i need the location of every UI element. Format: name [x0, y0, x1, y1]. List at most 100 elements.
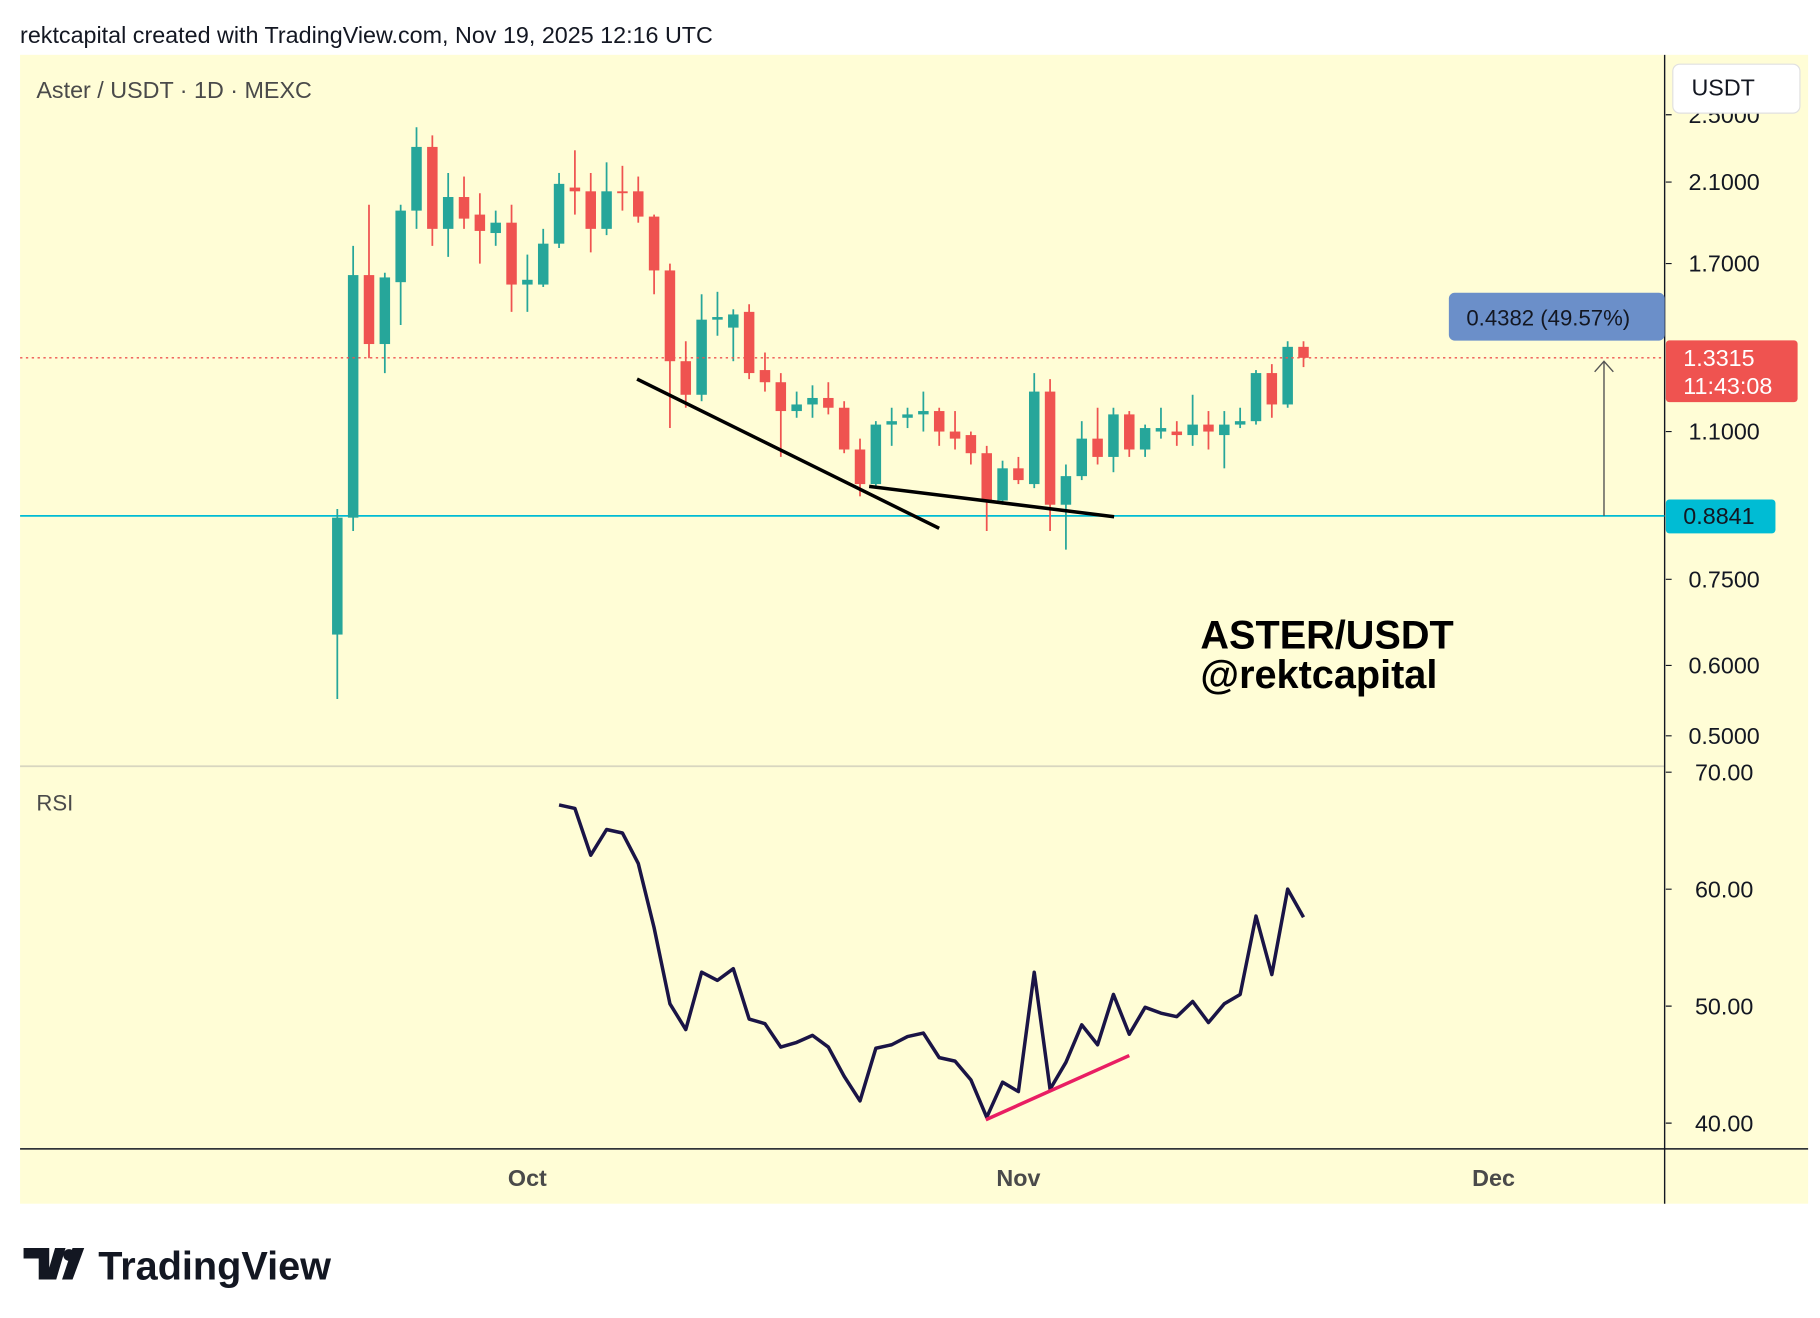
candle-body — [1187, 424, 1198, 436]
candle-body — [838, 407, 850, 450]
y-tick-label: 70.00 — [1695, 759, 1753, 785]
candle-body — [1155, 428, 1167, 432]
y-tick-label: 1.7000 — [1688, 251, 1759, 277]
candle-body — [886, 421, 897, 425]
logo-icon — [62, 1248, 85, 1280]
candle-body — [680, 361, 692, 395]
watermark: @rektcapital — [1200, 653, 1437, 697]
candle-body — [1219, 424, 1230, 436]
candle-body — [1092, 438, 1103, 457]
candle-body — [1171, 431, 1183, 436]
y-tick-label: 2.1000 — [1688, 169, 1759, 195]
candle-body — [395, 210, 406, 283]
candle-body — [1013, 468, 1024, 481]
candle-body — [1139, 428, 1151, 450]
candle-body — [918, 411, 929, 415]
symbol-title: Aster / USDT · 1D · MEXC — [36, 77, 311, 103]
header: rektcapital created with TradingView.com… — [20, 22, 713, 48]
candle-body — [506, 222, 517, 285]
candle-body — [949, 431, 961, 439]
candle-body — [696, 319, 707, 395]
currency-button[interactable] — [1672, 63, 1801, 114]
candle-body — [347, 275, 359, 518]
brand: TradingView — [98, 1245, 331, 1289]
candle-body — [363, 275, 375, 345]
x-tick-label: Oct — [508, 1165, 547, 1191]
candle-body — [1234, 421, 1246, 425]
measure-box — [1448, 292, 1665, 341]
candle-body — [474, 214, 486, 231]
tradingview-logo: TradingView — [23, 1245, 331, 1289]
last-price-label: 1.3315 — [1683, 345, 1754, 371]
candle-body — [1266, 373, 1278, 405]
support-label: 0.8841 — [1683, 503, 1754, 529]
candle-body — [997, 468, 1008, 501]
time-axis: Oct Nov Dec — [508, 1165, 1515, 1191]
candle-body — [411, 146, 422, 211]
candle-body — [553, 183, 565, 244]
x-tick-label: Dec — [1472, 1165, 1515, 1191]
candle-body — [537, 243, 549, 285]
y-tick-label: 60.00 — [1695, 876, 1753, 902]
rsi-line — [558, 803, 1306, 1120]
drawings — [636, 377, 1130, 1122]
candle-body — [601, 191, 612, 229]
candle-body — [1203, 424, 1214, 432]
currency-label: USDT — [1691, 75, 1754, 101]
candle-body — [759, 370, 771, 383]
candle-body — [522, 279, 533, 285]
logo-icon — [23, 1248, 66, 1280]
measure-arrowhead — [1594, 360, 1614, 373]
candle-body — [712, 317, 723, 320]
chart-background — [20, 54, 1809, 1204]
candle-body — [569, 187, 581, 192]
candle-body — [1028, 391, 1040, 485]
candle-body — [775, 382, 787, 412]
candle-body — [1282, 346, 1293, 405]
candle-body — [791, 404, 802, 412]
candle-body — [1076, 438, 1088, 477]
candle-body — [854, 449, 866, 485]
y-tick-label: 0.5000 — [1688, 723, 1759, 749]
candle-body — [332, 517, 343, 635]
candle-body — [1250, 373, 1262, 422]
rsi-title: RSI — [36, 791, 73, 816]
candle-body — [379, 277, 391, 345]
y-tick-label: 40.00 — [1695, 1110, 1753, 1136]
candle-body — [870, 424, 882, 485]
candle-body — [728, 314, 739, 328]
y-tick-label: 0.6000 — [1688, 653, 1759, 679]
candle-body — [823, 397, 834, 408]
candle-body — [664, 270, 676, 362]
y-tick-label: 1.1000 — [1688, 419, 1759, 445]
candle-body — [902, 414, 913, 418]
x-tick-label: Nov — [996, 1165, 1040, 1191]
candle-body — [617, 191, 628, 194]
rsi-pane — [558, 803, 1306, 1120]
candle-body — [442, 197, 454, 229]
candle-body — [1060, 476, 1072, 505]
candle-body — [427, 146, 438, 229]
trendline — [636, 377, 940, 530]
trendline — [868, 484, 1115, 519]
candle-body — [743, 311, 755, 374]
overlay: Aster / USDT · 1D · MEXC RSI ASTER/USDT … — [23, 63, 1801, 1289]
candle-body — [585, 191, 596, 229]
rsi-trendline — [985, 1053, 1130, 1122]
measure-label: 0.4382 (49.57%) — [1466, 305, 1630, 330]
candle-body — [965, 435, 977, 454]
candle-body — [981, 453, 992, 501]
candle-body — [933, 411, 945, 432]
y-tick-label: 0.7500 — [1688, 567, 1759, 593]
candle-body — [807, 397, 818, 405]
candle-body — [633, 191, 644, 217]
candle-body — [1298, 346, 1309, 358]
candle-body — [1124, 414, 1135, 450]
candle-body — [1044, 391, 1056, 505]
price-axis: 0.50000.60000.75001.10001.70002.10002.50… — [1665, 102, 1760, 1136]
countdown: 11:43:08 — [1683, 373, 1772, 399]
watermark: ASTER/USDT — [1200, 614, 1453, 658]
price-pane — [20, 127, 1665, 700]
